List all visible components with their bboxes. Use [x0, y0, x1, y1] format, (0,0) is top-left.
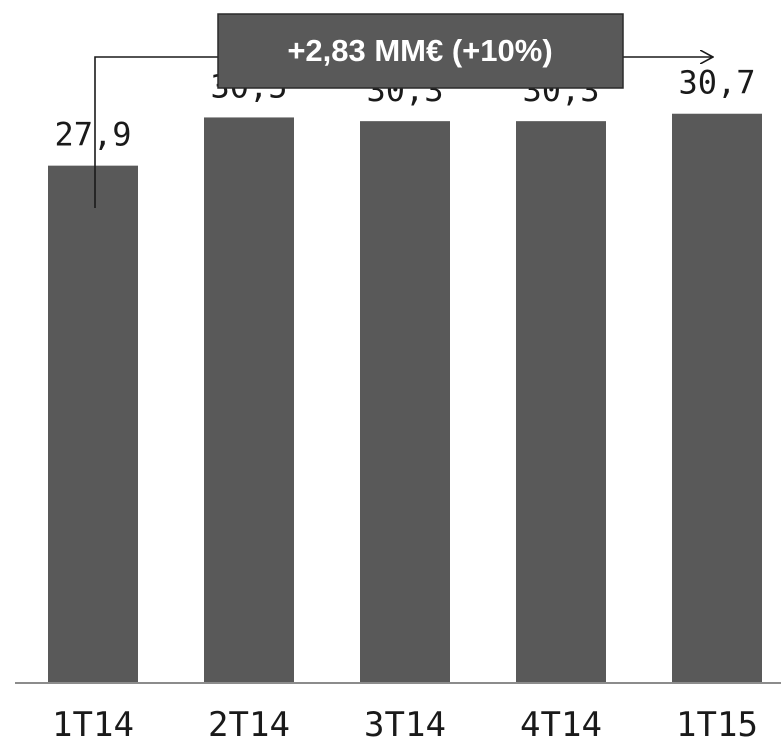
x-tick-label-1T15: 1T15 [676, 705, 758, 741]
bar-2T14 [204, 117, 294, 683]
growth-annotation: +2,83 MM€ (+10%) [94, 13, 712, 208]
bar-4T14 [516, 121, 606, 683]
bar-1T14 [48, 165, 138, 683]
annotation-connector [94, 56, 218, 208]
value-label-1T14: 27,9 [54, 116, 131, 154]
x-tick-label-3T14: 3T14 [364, 705, 446, 741]
tick-labels-group: 1T14 2T14 3T14 4T14 1T15 [52, 705, 758, 741]
x-tick-label-1T14: 1T14 [52, 705, 134, 741]
bars-group [48, 113, 762, 684]
bar-3T14 [360, 121, 450, 683]
annotation-box [217, 13, 624, 89]
annotation-text: +2,83 MM€ (+10%) [287, 33, 552, 68]
value-label-1T15: 30,7 [678, 64, 755, 102]
x-tick-label-2T14: 2T14 [208, 705, 290, 741]
x-tick-label-4T14: 4T14 [520, 705, 602, 741]
bar-1T15 [672, 113, 762, 684]
